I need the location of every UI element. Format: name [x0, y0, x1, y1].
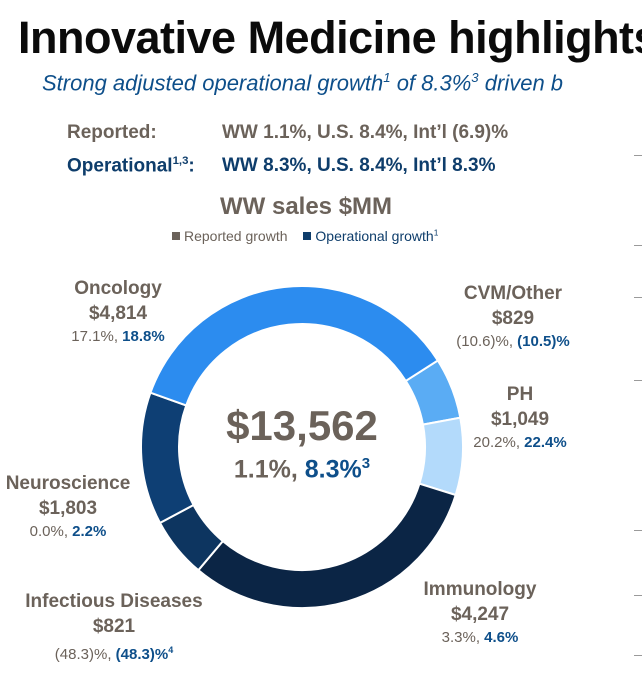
- segment-label-cvm-other: CVM/Other $829 (10.6)%, (10.5)%: [418, 281, 608, 353]
- segment-label-infectious-diseases: Infectious Diseases $821 (48.3)%, (48.3)…: [14, 589, 214, 666]
- segment-value: $821: [92, 616, 136, 637]
- edge-tick: [634, 595, 642, 596]
- operational-value: WW 8.3%, U.S. 8.4%, Int’l 8.3%: [222, 155, 496, 176]
- segment-reported: 17.1%,: [71, 328, 123, 345]
- segment-growth: 3.3%, 4.6%: [395, 627, 565, 649]
- segment-name: Infectious Diseases: [25, 591, 203, 612]
- center-footnote: 3: [361, 455, 371, 472]
- legend-item-operational: Operational growth1: [303, 227, 439, 244]
- operational-colon: :: [188, 155, 195, 177]
- center-reported: 1.1%,: [233, 455, 305, 484]
- segment-growth: (10.6)%, (10.5)%: [418, 331, 608, 353]
- segment-name: Neuroscience: [5, 473, 131, 494]
- segment-label-neuroscience: Neuroscience $1,803 0.0%, 2.2%: [0, 471, 141, 543]
- segment-label-oncology: Oncology $4,814 17.1%, 18.8%: [58, 276, 178, 348]
- segment-footnote: 4: [168, 645, 174, 655]
- segment-reported: (10.6)%,: [456, 333, 518, 350]
- segment-reported: 0.0%,: [29, 523, 73, 540]
- segment-reported: 20.2%,: [473, 434, 525, 451]
- chart-title: WW sales $MM: [220, 193, 393, 220]
- edge-tick: [634, 297, 642, 298]
- reported-value: WW 1.1%, U.S. 8.4%, Int’l (6.9)%: [222, 122, 509, 143]
- operational-footnote: 1,3: [172, 155, 189, 167]
- segment-operational: (48.3)%: [115, 646, 169, 663]
- subtitle-text-mid: of 8.3%: [390, 70, 472, 96]
- legend-label-reported: Reported growth: [184, 227, 288, 244]
- segment-name: CVM/Other: [463, 283, 563, 304]
- donut-slice-neuroscience: [140, 391, 195, 525]
- segment-reported: (48.3)%,: [54, 646, 116, 663]
- segment-operational: (10.5)%: [517, 333, 570, 350]
- legend-swatch-operational: [303, 231, 312, 240]
- segment-value: $1,049: [490, 409, 550, 430]
- segment-value: $1,803: [38, 498, 98, 519]
- center-operational: 8.3%: [304, 455, 362, 484]
- legend-swatch-reported: [172, 231, 180, 240]
- segment-operational: 2.2%: [72, 523, 107, 540]
- segment-growth: 0.0%, 2.2%: [0, 521, 141, 543]
- legend-footnote: 1: [433, 227, 439, 237]
- segment-growth: 17.1%, 18.8%: [58, 326, 178, 348]
- segment-value: $4,814: [88, 303, 148, 324]
- edge-tick: [634, 530, 642, 531]
- segment-value: $829: [491, 308, 535, 329]
- subtitle-text-end: driven b: [478, 70, 564, 96]
- subtitle-footnote: 1: [383, 70, 391, 85]
- chart-legend: Reported growth Operational growth1: [172, 227, 450, 244]
- reported-label: Reported:: [67, 122, 157, 143]
- segment-growth: (48.3)%, (48.3)%4: [14, 639, 214, 666]
- segment-operational: 4.6%: [484, 629, 519, 646]
- edge-tick: [634, 380, 642, 381]
- segment-operational: 18.8%: [122, 328, 165, 345]
- legend-item-reported: Reported growth: [172, 228, 288, 244]
- segment-name: Oncology: [74, 278, 162, 299]
- edge-tick: [634, 155, 642, 156]
- subtitle-text: Strong adjusted operational growth: [42, 70, 384, 96]
- segment-reported: 3.3%,: [441, 629, 485, 646]
- segment-name: Immunology: [423, 579, 537, 600]
- center-growth: 1.1%, 8.3%3: [202, 455, 402, 484]
- subtitle-footnote-2: 3: [471, 70, 479, 85]
- center-total: $13,562: [226, 402, 378, 449]
- donut-slice-oncology: [149, 285, 440, 407]
- segment-operational: 22.4%: [524, 434, 567, 451]
- edge-tick: [634, 655, 642, 656]
- segment-growth: 20.2%, 22.4%: [440, 432, 600, 454]
- page-title: Innovative Medicine highlights: [18, 12, 642, 63]
- operational-label-text: Operational: [67, 155, 173, 177]
- operational-label: Operational1,3:: [67, 155, 195, 177]
- segment-value: $4,247: [450, 604, 510, 625]
- edge-tick: [634, 245, 642, 246]
- page-subtitle: Strong adjusted operational growth1 of 8…: [42, 70, 563, 96]
- segment-label-ph: PH $1,049 20.2%, 22.4%: [440, 382, 600, 454]
- segment-label-immunology: Immunology $4,247 3.3%, 4.6%: [395, 577, 565, 649]
- legend-label-operational: Operational growth: [315, 227, 434, 244]
- segment-name: PH: [506, 384, 534, 405]
